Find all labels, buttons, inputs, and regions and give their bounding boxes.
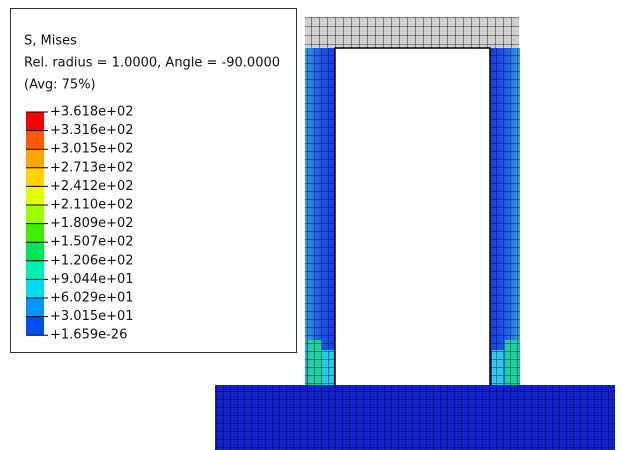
legend-label: +1.206e+02 bbox=[50, 253, 134, 268]
viewport: S, Mises Rel. radius = 1.0000, Angle = -… bbox=[0, 0, 622, 450]
legend-label: +2.110e+02 bbox=[50, 198, 134, 213]
legend-title: S, Mises bbox=[24, 34, 77, 49]
opening bbox=[335, 48, 490, 388]
legend-label: +1.659e-26 bbox=[50, 328, 127, 343]
legend-label: +6.029e+01 bbox=[50, 291, 134, 306]
legend-average: (Avg: 75%) bbox=[24, 78, 96, 93]
legend-swatch bbox=[26, 149, 44, 168]
base-mesh bbox=[215, 385, 615, 450]
legend-subtitle: Rel. radius = 1.0000, Angle = -90.0000 bbox=[24, 56, 280, 71]
legend-swatch bbox=[26, 205, 44, 224]
legend-swatch bbox=[26, 261, 44, 280]
legend-swatch bbox=[26, 242, 44, 261]
legend-label: +1.507e+02 bbox=[50, 235, 134, 250]
legend-swatch bbox=[26, 317, 44, 336]
legend-swatch bbox=[26, 112, 44, 131]
legend-label: +2.412e+02 bbox=[50, 179, 134, 194]
legend-swatch bbox=[26, 131, 44, 150]
legend-label: +3.316e+02 bbox=[50, 123, 134, 138]
legend-label: +2.713e+02 bbox=[50, 160, 134, 175]
left-column-mesh bbox=[305, 48, 335, 388]
legend-swatch bbox=[26, 186, 44, 205]
legend-label: +3.618e+02 bbox=[50, 105, 134, 120]
scene: S, Mises Rel. radius = 1.0000, Angle = -… bbox=[0, 0, 622, 450]
legend-label: +3.015e+01 bbox=[50, 309, 134, 324]
legend-swatch bbox=[26, 168, 44, 187]
legend-label: +9.044e+01 bbox=[50, 272, 134, 287]
right-column-mesh bbox=[490, 48, 520, 388]
legend-swatch bbox=[26, 279, 44, 298]
legend-label: +1.809e+02 bbox=[50, 216, 134, 231]
legend-swatch bbox=[26, 224, 44, 243]
legend-swatch bbox=[26, 298, 44, 317]
legend-label: +3.015e+02 bbox=[50, 142, 134, 157]
top-beam-mesh bbox=[305, 17, 519, 48]
